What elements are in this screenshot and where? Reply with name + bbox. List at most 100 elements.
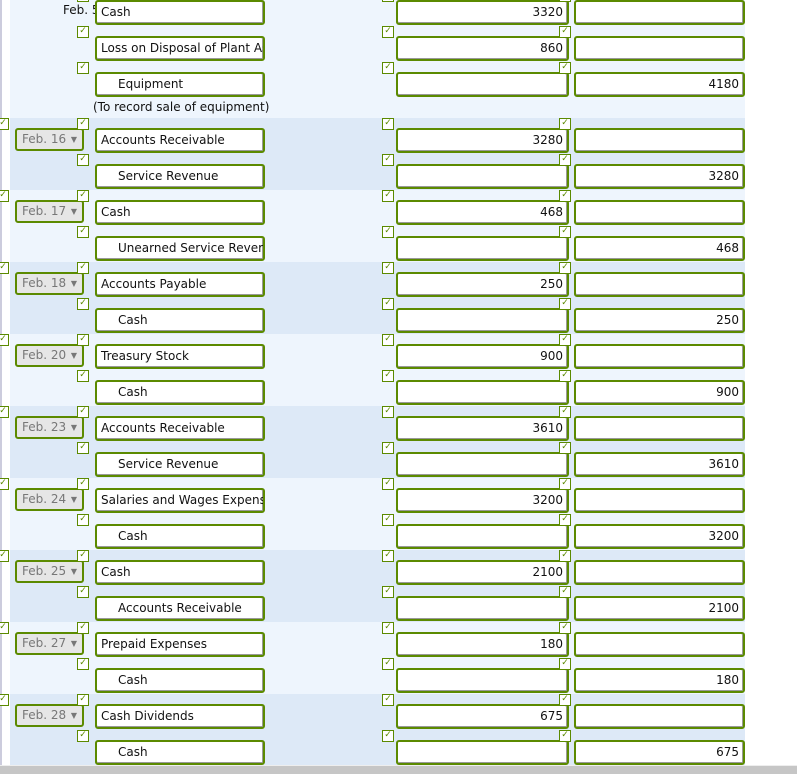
date-select[interactable]: Feb. 17 ▼: [15, 200, 84, 223]
journal-entry: Feb. 20 ▼ ✓ Treasury Stock ✓ 900 ✓ ✓ Cash ✓ ✓ 900 ✓: [0, 334, 745, 406]
debit-input[interactable]: [396, 668, 569, 693]
date-select[interactable]: Feb. 28 ▼: [15, 704, 84, 727]
check-icon: ✓: [0, 262, 9, 274]
debit-input[interactable]: 3610: [396, 416, 569, 441]
date-select[interactable]: Feb. 18 ▼: [15, 272, 84, 295]
check-icon: ✓: [559, 370, 571, 382]
date-select[interactable]: Feb. 27 ▼: [15, 632, 84, 655]
debit-input[interactable]: [396, 380, 569, 405]
account-input[interactable]: Loss on Disposal of Plant As: [95, 36, 265, 61]
check-icon: ✓: [382, 586, 394, 598]
account-input[interactable]: Equipment: [95, 72, 265, 97]
account-input[interactable]: Cash Dividends: [95, 704, 265, 729]
credit-input[interactable]: 180: [574, 668, 745, 693]
check-icon: ✓: [559, 190, 571, 202]
credit-input[interactable]: 900: [574, 380, 745, 405]
journal-entry: Feb. 18 ▼ ✓ Accounts Payable ✓ 250 ✓ ✓ Cash ✓ ✓ 250…: [0, 262, 745, 334]
credit-input[interactable]: [574, 488, 745, 513]
debit-input[interactable]: [396, 524, 569, 549]
account-input[interactable]: Accounts Receivable: [95, 128, 265, 153]
check-icon: ✓: [77, 442, 89, 454]
debit-input[interactable]: [396, 308, 569, 333]
check-icon: ✓: [382, 406, 394, 418]
entry-date: Feb. 5: [63, 3, 100, 17]
debit-input[interactable]: [396, 164, 569, 189]
check-icon: ✓: [382, 154, 394, 166]
credit-input[interactable]: [574, 0, 745, 25]
debit-input[interactable]: 860: [396, 36, 569, 61]
debit-input[interactable]: 250: [396, 272, 569, 297]
check-icon: ✓: [0, 478, 9, 490]
account-input[interactable]: Unearned Service Rever: [95, 236, 265, 261]
credit-input[interactable]: 3280: [574, 164, 745, 189]
account-input[interactable]: Accounts Receivable: [95, 416, 265, 441]
account-input[interactable]: Cash: [95, 668, 265, 693]
debit-input[interactable]: [396, 596, 569, 621]
check-icon: ✓: [77, 26, 89, 38]
check-icon: ✓: [559, 262, 571, 274]
check-icon: ✓: [0, 406, 9, 418]
debit-input[interactable]: 468: [396, 200, 569, 225]
date-select[interactable]: Feb. 16 ▼: [15, 128, 84, 151]
check-icon: ✓: [0, 190, 9, 202]
date-select[interactable]: Feb. 23 ▼: [15, 416, 84, 439]
date-select[interactable]: Feb. 20 ▼: [15, 344, 84, 367]
check-icon: ✓: [77, 730, 89, 742]
debit-input[interactable]: 2100: [396, 560, 569, 585]
account-input[interactable]: Salaries and Wages Expens: [95, 488, 265, 513]
debit-input[interactable]: 900: [396, 344, 569, 369]
horizontal-scrollbar[interactable]: [0, 765, 797, 774]
check-icon: ✓: [382, 694, 394, 706]
credit-input[interactable]: 468: [574, 236, 745, 261]
credit-input[interactable]: [574, 560, 745, 585]
account-input[interactable]: Cash: [95, 308, 265, 333]
check-icon: ✓: [559, 26, 571, 38]
debit-input[interactable]: [396, 740, 569, 765]
check-icon: ✓: [559, 298, 571, 310]
date-select[interactable]: Feb. 24 ▼: [15, 488, 84, 511]
check-icon: ✓: [559, 0, 571, 2]
account-input[interactable]: Cash: [95, 740, 265, 765]
credit-input[interactable]: [574, 36, 745, 61]
credit-input[interactable]: [574, 704, 745, 729]
account-input[interactable]: Service Revenue: [95, 452, 265, 477]
account-input[interactable]: Accounts Receivable: [95, 596, 265, 621]
credit-input[interactable]: [574, 632, 745, 657]
credit-input[interactable]: 3610: [574, 452, 745, 477]
account-input[interactable]: Cash: [95, 380, 265, 405]
credit-input[interactable]: 675: [574, 740, 745, 765]
check-icon: ✓: [77, 406, 89, 418]
date-value: Feb. 25: [22, 564, 67, 578]
credit-input[interactable]: [574, 344, 745, 369]
credit-input[interactable]: 4180: [574, 72, 745, 97]
credit-input[interactable]: 250: [574, 308, 745, 333]
debit-input[interactable]: 3320: [396, 0, 569, 25]
check-icon: ✓: [77, 694, 89, 706]
check-icon: ✓: [77, 334, 89, 346]
check-icon: ✓: [382, 0, 394, 2]
date-select[interactable]: Feb. 25 ▼: [15, 560, 84, 583]
credit-input[interactable]: [574, 272, 745, 297]
debit-input[interactable]: 180: [396, 632, 569, 657]
debit-input[interactable]: 675: [396, 704, 569, 729]
debit-input[interactable]: 3280: [396, 128, 569, 153]
credit-input[interactable]: [574, 128, 745, 153]
account-input[interactable]: Service Revenue: [95, 164, 265, 189]
debit-input[interactable]: 3200: [396, 488, 569, 513]
debit-input[interactable]: [396, 452, 569, 477]
credit-input[interactable]: [574, 200, 745, 225]
account-input[interactable]: Cash: [95, 560, 265, 585]
account-input[interactable]: Cash: [95, 200, 265, 225]
credit-input[interactable]: [574, 416, 745, 441]
debit-input[interactable]: [396, 72, 569, 97]
account-input[interactable]: Treasury Stock: [95, 344, 265, 369]
account-input[interactable]: Cash: [95, 524, 265, 549]
check-icon: ✓: [382, 622, 394, 634]
account-input[interactable]: Accounts Payable: [95, 272, 265, 297]
check-icon: ✓: [559, 658, 571, 670]
account-input[interactable]: Prepaid Expenses: [95, 632, 265, 657]
account-input[interactable]: Cash: [95, 0, 265, 25]
debit-input[interactable]: [396, 236, 569, 261]
credit-input[interactable]: 2100: [574, 596, 745, 621]
credit-input[interactable]: 3200: [574, 524, 745, 549]
